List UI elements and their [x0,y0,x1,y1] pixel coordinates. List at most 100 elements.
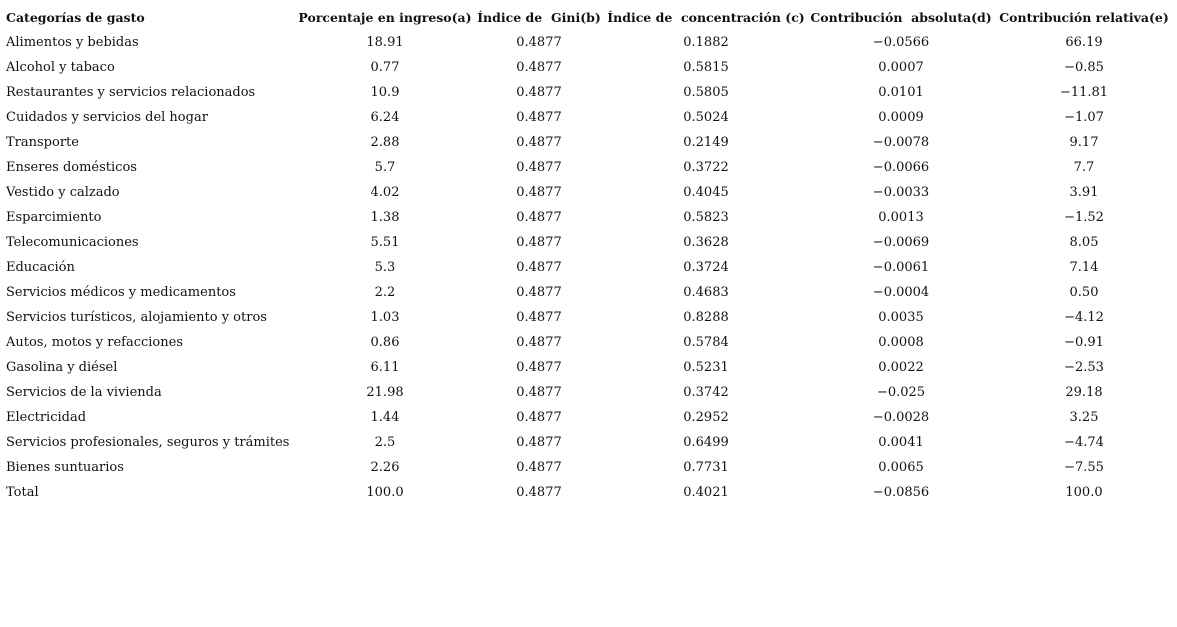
table-row: Autos, motos y refacciones 0.86 0.4877 0.57… [4,330,1174,355]
table-row: Esparcimiento 1.38 0.4877 0.5823 0.0013 −1.52 [4,205,1174,230]
category-cell: Bienes suntuarios [6,460,124,475]
value-cell: −0.0028 [872,410,930,425]
value-cell: 0.3724 [683,260,729,275]
value-cell: 0.4877 [516,210,562,225]
value-cell: 0.4877 [516,60,562,75]
category-cell: Autos, motos y refacciones [6,335,183,350]
value-cell: 0.0007 [878,60,924,75]
value-cell: 0.0009 [878,110,924,125]
value-cell: 0.4683 [683,285,729,300]
table-body: Alimentos y bebidas 18.91 0.4877 0.1882 −0.0… [4,30,1174,505]
category-cell: Transporte [6,135,79,150]
value-cell: −0.85 [1064,60,1104,75]
value-cell: 21.98 [366,385,404,400]
value-cell: 0.4021 [683,485,729,500]
value-cell: −1.52 [1064,210,1104,225]
value-cell: 0.5231 [683,360,729,375]
category-cell: Gasolina y diésel [6,360,118,375]
header-row: Categorías de gasto Porcentaje en ingreso… [4,5,1174,30]
table-row: Telecomunicaciones 5.51 0.4877 0.3628 −0.006… [4,230,1174,255]
value-cell: 2.26 [370,460,400,475]
value-cell: 0.4877 [516,85,562,100]
header-cell: Categorías de gasto [6,10,145,25]
value-cell: 0.6499 [683,435,729,450]
table-row: Servicios de la vivienda 21.98 0.4877 0.374… [4,380,1174,405]
category-cell: Educación [6,260,75,275]
value-cell: 66.19 [1065,35,1103,50]
category-cell: Servicios turísticos, alojamiento y otro… [6,310,267,325]
category-cell: Servicios médicos y medicamentos [6,285,236,300]
value-cell: 0.77 [370,60,400,75]
table-row: Servicios médicos y medicamentos 2.2 0.487… [4,280,1174,305]
value-cell: 0.0041 [878,435,924,450]
value-cell: 0.5823 [683,210,729,225]
value-cell: 0.3722 [683,160,729,175]
value-cell: 0.5815 [683,60,729,75]
table-row: Total 100.0 0.4877 0.4021 −0.0856 100.0 [4,480,1174,505]
header-cell: Índice de concentración (c) [607,10,805,25]
value-cell: −0.0069 [872,235,930,250]
value-cell: 0.5024 [683,110,729,125]
value-cell: −0.0066 [872,160,930,175]
table-row: Educación 5.3 0.4877 0.3724 −0.0061 7.14 [4,255,1174,280]
value-cell: 0.4877 [516,260,562,275]
value-cell: −0.0033 [872,185,930,200]
value-cell: 0.4877 [516,160,562,175]
value-cell: 100.0 [1065,485,1103,500]
table-row: Gasolina y diésel 6.11 0.4877 0.5231 0.0022 −… [4,355,1174,380]
value-cell: 1.38 [370,210,400,225]
value-cell: 5.7 [374,160,396,175]
table-row: Servicios profesionales, seguros y trámi… [4,430,1174,455]
value-cell: 0.0035 [878,310,924,325]
table-row: Bienes suntuarios 2.26 0.4877 0.7731 0.0065 −… [4,455,1174,480]
value-cell: 10.9 [370,85,400,100]
category-cell: Restaurantes y servicios relacionados [6,85,256,100]
header-cell: Índice de Gini(b) [477,10,601,25]
value-cell: 0.4877 [516,435,562,450]
value-cell: 0.4877 [516,335,562,350]
category-cell: Servicios profesionales, seguros y trámi… [6,435,290,450]
table-row: Enseres domésticos 5.7 0.4877 0.3722 −0.0066… [4,155,1174,180]
value-cell: 9.17 [1069,135,1099,150]
value-cell: 0.2149 [683,135,729,150]
value-cell: 0.4877 [516,385,562,400]
category-cell: Total [6,485,39,500]
value-cell: 0.3628 [683,235,729,250]
category-cell: Servicios de la vivienda [6,385,162,400]
value-cell: −0.0061 [872,260,930,275]
value-cell: 18.91 [366,35,404,50]
header-cell: Contribución absoluta(d) [810,10,992,25]
data-table: Categorías de gasto Porcentaje en ingreso… [4,5,1174,505]
value-cell: −4.12 [1064,310,1104,325]
value-cell: 5.3 [374,260,396,275]
value-cell: 2.88 [370,135,400,150]
value-cell: 0.86 [370,335,400,350]
table-row: Restaurantes y servicios relacionados 10.… [4,80,1174,105]
value-cell: 0.1882 [683,35,729,50]
value-cell: 0.0022 [878,360,924,375]
value-cell: 2.2 [374,285,396,300]
value-cell: 0.5784 [683,335,729,350]
value-cell: 5.51 [370,235,400,250]
table-head: Categorías de gasto Porcentaje en ingreso… [4,5,1174,30]
value-cell: 0.4877 [516,460,562,475]
value-cell: 0.3742 [683,385,729,400]
category-cell: Enseres domésticos [6,160,137,175]
value-cell: 0.4877 [516,285,562,300]
value-cell: 0.4877 [516,410,562,425]
value-cell: 0.4877 [516,35,562,50]
value-cell: 0.2952 [683,410,729,425]
value-cell: 0.4877 [516,110,562,125]
value-cell: 1.03 [370,310,400,325]
value-cell: 0.4045 [683,185,729,200]
header-cell: Porcentaje en ingreso(a) [298,10,472,25]
table-row: Cuidados y servicios del hogar 6.24 0.4877… [4,105,1174,130]
value-cell: 0.0101 [878,85,924,100]
table-row: Vestido y calzado 4.02 0.4877 0.4045 −0.0033… [4,180,1174,205]
category-cell: Cuidados y servicios del hogar [6,110,208,125]
value-cell: −7.55 [1064,460,1104,475]
header-cell: Contribución relativa(e) [999,10,1169,25]
value-cell: 0.4877 [516,485,562,500]
category-cell: Alimentos y bebidas [6,35,139,50]
value-cell: −0.0566 [872,35,930,50]
